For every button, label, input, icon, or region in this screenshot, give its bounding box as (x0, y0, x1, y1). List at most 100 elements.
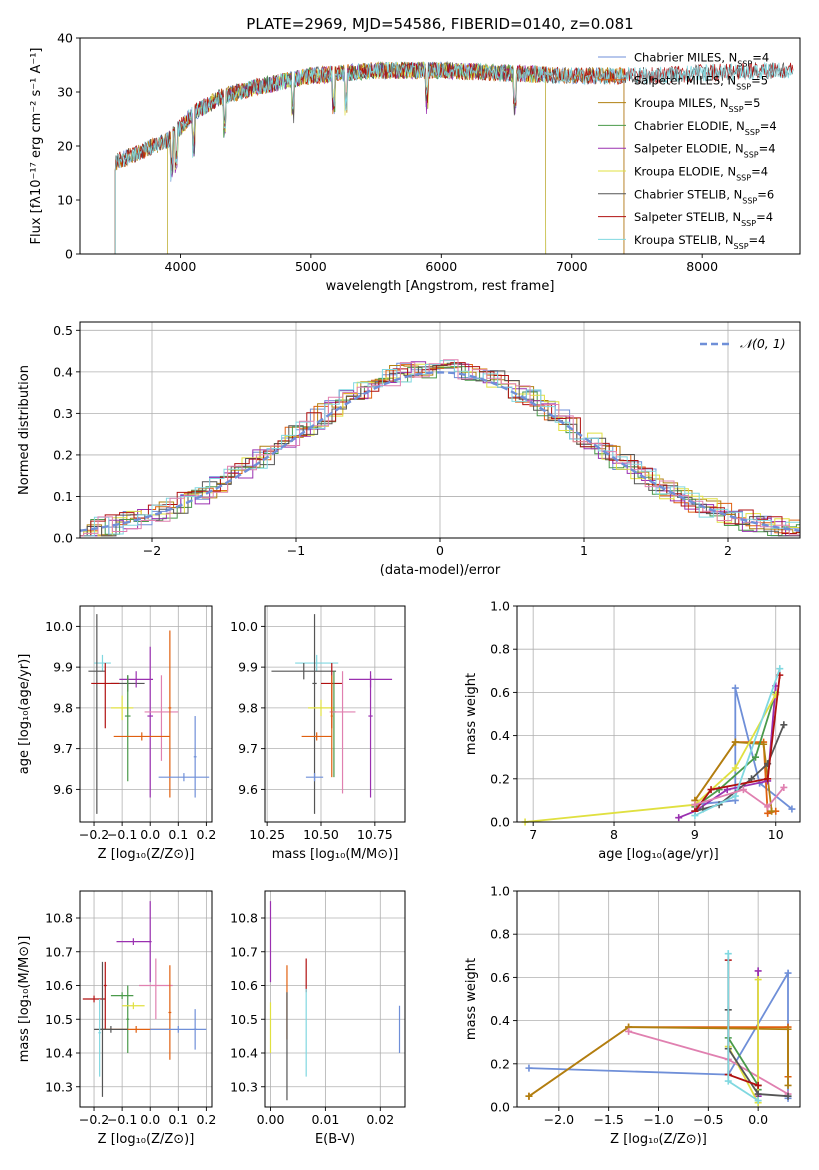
x-tick-label: 0.2 (196, 827, 216, 842)
errorbar-point (168, 965, 172, 1060)
errorbar-point (126, 985, 130, 1053)
y-tick-label: 9.8 (238, 700, 258, 715)
spectrum-legend: Chabrier MILES, NSSP=4 Salpeter MILES, NS… (598, 51, 777, 250)
errorbar-point (138, 958, 173, 1020)
y-tick-label: 10.7 (230, 944, 258, 959)
x-axis-label: mass [log₁₀(M/M⊙)] (272, 847, 399, 862)
y-tick-label: 10.8 (45, 911, 73, 926)
weight-series (525, 1023, 792, 1100)
legend-label: Kroupa MILES, NSSP=5 (634, 96, 760, 114)
massweight-vs-age-panel: 7 8 9 10 0.0 0.2 0.4 0.6 0.8 1.0 age [log₁₀(age/yr… (464, 599, 801, 862)
errorbar-point (124, 675, 131, 782)
weight-marker (691, 812, 699, 820)
x-tick-label: 0.0 (140, 827, 160, 842)
weight-marker (752, 753, 760, 761)
errorbar-point (368, 675, 373, 798)
histograms (80, 359, 800, 537)
x-axis-label: E(B-V) (315, 1132, 355, 1147)
panels: 4000 5000 6000 7000 8000010203040wavelength … (17, 31, 801, 1147)
y-tick-label: 0.8 (490, 927, 510, 942)
x-tick-label: 0.00 (257, 1112, 285, 1127)
x-tick-label: −0.5 (693, 1112, 723, 1127)
axes-frame (264, 890, 406, 1108)
x-tick-label: 6000 (425, 259, 457, 274)
histogram-series (80, 362, 800, 537)
weight-marker (724, 1077, 732, 1085)
y-tick-label: 0.6 (490, 685, 510, 700)
weight-marker (764, 775, 772, 783)
errorbar-point (147, 646, 154, 798)
x-tick-label: 0.01 (311, 1112, 339, 1127)
histogram-series (80, 359, 800, 537)
x-tick-label: 7000 (556, 259, 588, 274)
errorbar-point (150, 1026, 207, 1033)
y-tick-label: 1.0 (490, 884, 510, 899)
x-tick-label: 7 (529, 827, 537, 842)
x-axis-label: Z [log₁₀(Z/Z⊙)] (98, 1132, 195, 1147)
axes-frame (264, 605, 406, 823)
errorbar-point (91, 663, 120, 729)
errorbar-point (82, 995, 106, 1003)
x-tick-label: 0.02 (366, 1112, 394, 1127)
y-axis-label: mass [log₁₀(M/M⊙)] (17, 936, 32, 1063)
y-tick-label: 9.9 (238, 660, 258, 675)
x-tick-label: 10.25 (249, 827, 285, 842)
legend-label: 𝒩(0, 1) (740, 336, 786, 351)
weight-marker (525, 1092, 533, 1100)
weight-marker (739, 786, 747, 794)
y-tick-label: 9.8 (53, 700, 73, 715)
y-tick-label: 0.5 (53, 323, 73, 338)
y-tick-label: 0.2 (490, 771, 510, 786)
x-tick-label: 5000 (295, 259, 327, 274)
y-tick-label: 40 (57, 31, 73, 46)
errorbar-point (110, 992, 134, 999)
weight-marker (731, 792, 739, 800)
legend-label: Kroupa ELODIE, NSSP=4 (634, 165, 768, 183)
weight-marker (675, 814, 683, 822)
spectrum-series-line (114, 61, 794, 254)
legend-label: Salpeter ELODIE, NSSP=4 (634, 142, 776, 160)
x-tick-label: 0.2 (196, 1112, 216, 1127)
x-tick-label: −2.0 (544, 1112, 574, 1127)
weight-line (694, 786, 785, 809)
spectrum-series-line (114, 61, 794, 254)
errorbar-point (158, 773, 210, 782)
weight-marker (525, 1064, 533, 1072)
legend-label: Salpeter MILES, NSSP=5 (634, 73, 768, 91)
age-vs-mass-panel: 10.25 10.50 10.75 9.6 9.7 9.8 9.9 10.0 mass [log… (230, 605, 406, 862)
x-axis-label: wavelength [Angstrom, rest frame] (326, 279, 555, 294)
y-tick-label: 10.0 (230, 619, 258, 634)
y-axis-label: Normed distribution (17, 365, 32, 495)
y-axis-label: age [log₁₀(age/yr)] (17, 654, 32, 775)
weight-marker (768, 807, 776, 815)
y-tick-label: 0.3 (53, 406, 73, 421)
errorbar-point (295, 654, 339, 672)
weight-series (691, 665, 784, 820)
y-tick-label: 10.4 (45, 1046, 73, 1061)
weight-marker (788, 805, 796, 813)
errorbar-point (193, 1009, 197, 1050)
weight-marker (754, 1081, 762, 1089)
weight-marker (784, 1081, 792, 1089)
weight-line (528, 1026, 789, 1097)
spectrum-panel: 4000 5000 6000 7000 8000 0 10 20 30 40 wavelength … (29, 31, 801, 294)
y-tick-label: 0.0 (53, 531, 73, 546)
y-tick-label: 10.6 (230, 978, 258, 993)
errorbar-point (103, 961, 107, 1030)
errorbar-point (113, 732, 170, 741)
massweight-vs-Z-panel: −2.0 −1.5 −1.0 −0.5 0.0 0.0 0.2 0.4 0.6 0.8 1.0 Z [… (464, 884, 801, 1147)
y-tick-label: 0.4 (490, 1013, 510, 1028)
errorbar-point (98, 999, 102, 1077)
axes-frame (79, 890, 213, 1108)
mass-vs-EBV-panel: 0.00 0.01 0.02 10.3 10.4 10.5 10.6 10.7 10.8 E(B-… (230, 890, 406, 1147)
errorbar-point (193, 716, 197, 798)
weight-series (724, 950, 762, 1105)
weight-marker (691, 801, 699, 809)
x-tick-label: 4000 (165, 259, 197, 274)
x-tick-label: 8 (610, 827, 618, 842)
x-tick-label: −2 (143, 543, 161, 558)
x-tick-label: −1 (287, 543, 305, 558)
y-tick-label: 0.1 (53, 489, 73, 504)
x-tick-label: 0.1 (168, 827, 188, 842)
